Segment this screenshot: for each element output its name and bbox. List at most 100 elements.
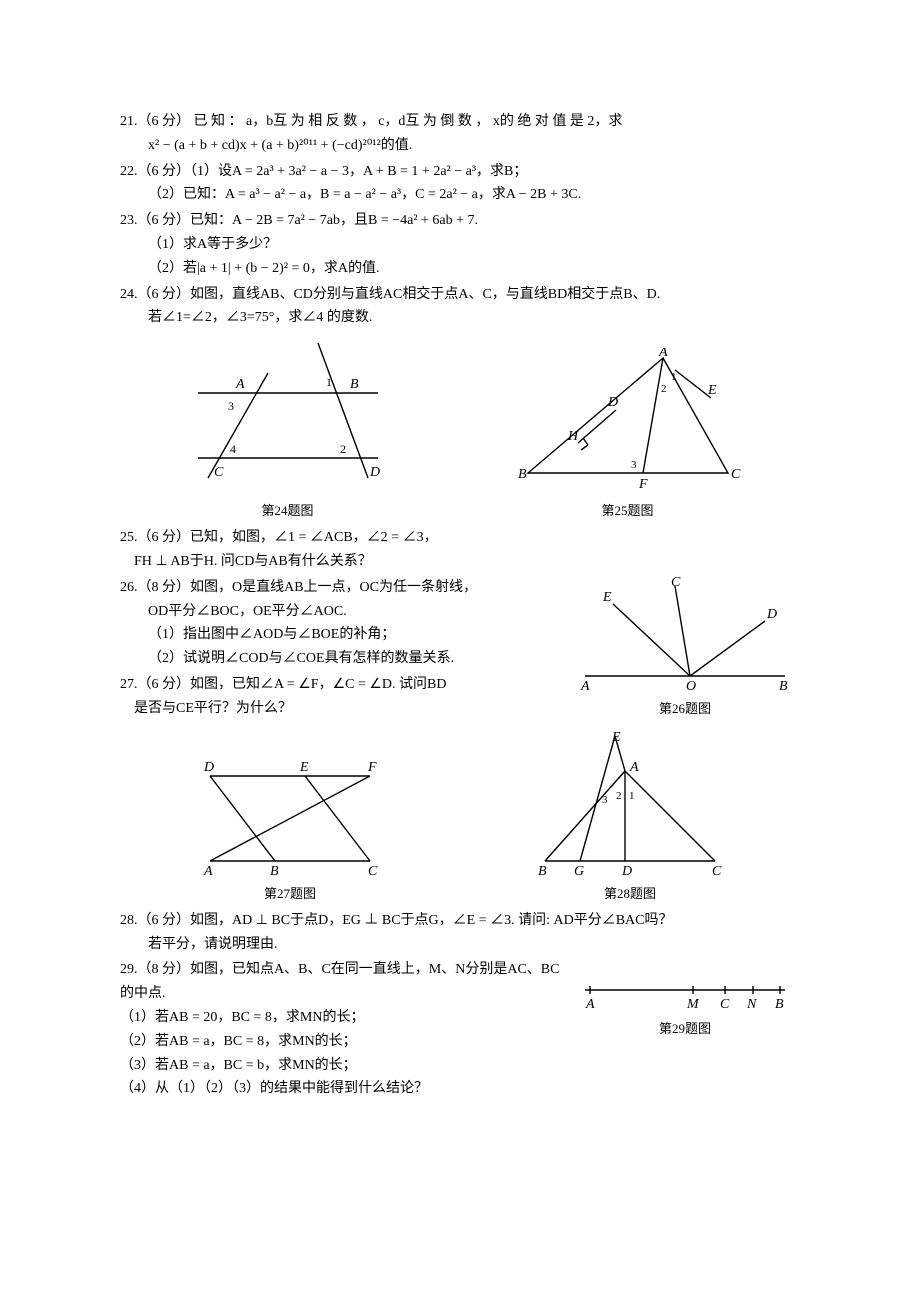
svg-text:2: 2	[340, 442, 346, 456]
svg-text:3: 3	[228, 399, 234, 413]
svg-text:B: B	[350, 377, 359, 392]
svg-text:B: B	[538, 864, 547, 879]
svg-text:E: E	[299, 760, 309, 775]
svg-text:C: C	[731, 467, 741, 482]
question-21: 21.（6 分） 已 知 ： a，b互 为 相 反 数 ， c，d互 为 倒 数…	[120, 110, 800, 158]
question-27: 27.（6 分）如图，已知∠A = ∠F，∠C = ∠D. 试问BD 是否与CE…	[120, 673, 560, 721]
q27-line2: 是否与CE平行？为什么？	[120, 697, 560, 721]
q29-line5: （4）从（1）（2）（3）的结果中能得到什么结论？	[120, 1077, 560, 1101]
figure-24-caption: 第24题图	[261, 500, 313, 522]
figure-25-col: A B C D E F H 1 2 3 第25题图	[513, 348, 743, 522]
svg-text:G: G	[574, 864, 584, 879]
figure-29-col: A M C N B 第29题图	[570, 976, 800, 1101]
figure-26-col: A B C D E O 第26题图	[570, 576, 800, 723]
svg-text:N: N	[746, 997, 757, 1012]
question-22: 22.（6 分）（1）设A = 2a³ + 3a² − a − 3，A + B …	[120, 160, 800, 208]
q29-line1: 29.（8 分）如图，已知点A、B、C在同一直线上，M、N分别是AC、BC的中点…	[120, 958, 560, 1006]
figure-24-col: A B C D 1 2 3 4 第24题图	[178, 338, 398, 522]
q26-line3: （1）指出图中∠AOD与∠BOE的补角；	[120, 623, 560, 647]
figure-row-27-28: D E F A B C 第27题图	[120, 731, 800, 905]
figure-29-svg: A M C N B	[575, 976, 795, 1016]
svg-text:F: F	[638, 477, 648, 492]
figure-26-svg: A B C D E O	[575, 576, 795, 696]
svg-text:D: D	[369, 465, 380, 480]
svg-text:3: 3	[602, 794, 608, 806]
q22-line1: 22.（6 分）（1）设A = 2a³ + 3a² − a − 3，A + B …	[120, 160, 800, 184]
svg-text:D: D	[621, 864, 632, 879]
svg-text:A: A	[235, 377, 245, 392]
question-23: 23.（6 分）已知：A − 2B = 7a² − 7ab，且B = −4a² …	[120, 209, 800, 280]
q27-line1: 27.（6 分）如图，已知∠A = ∠F，∠C = ∠D. 试问BD	[120, 673, 560, 697]
q28-line2: 若平分，请说明理由.	[120, 933, 800, 957]
svg-text:A: A	[203, 864, 213, 879]
q21-line1: 21.（6 分） 已 知 ： a，b互 为 相 反 数 ， c，d互 为 倒 数…	[120, 110, 800, 134]
figure-25-caption: 第25题图	[601, 500, 653, 522]
figure-27-caption: 第27题图	[264, 883, 316, 905]
svg-text:A: A	[585, 997, 595, 1012]
svg-text:C: C	[671, 576, 681, 590]
q25-line2: FH ⊥ AB于H. 问CD与AB有什么关系？	[120, 550, 800, 574]
svg-text:1: 1	[671, 371, 677, 383]
svg-text:A: A	[658, 348, 668, 360]
figure-26-caption: 第26题图	[659, 698, 711, 720]
svg-text:O: O	[686, 679, 696, 694]
q22-line2: （2）已知：A = a³ − a² − a，B = a − a² − a³，C …	[120, 183, 800, 207]
q25-line1: 25.（6 分）已知，如图，∠1 = ∠ACB，∠2 = ∠3，	[120, 526, 800, 550]
q29-text: 29.（8 分）如图，已知点A、B、C在同一直线上，M、N分别是AC、BC的中点…	[120, 958, 560, 1101]
question-26: 26.（8 分）如图，O是直线AB上一点，OC为任一条射线， OD平分∠BOC，…	[120, 576, 560, 671]
figure-29-caption: 第29题图	[659, 1018, 711, 1040]
svg-text:C: C	[214, 465, 224, 480]
q24-line1: 24.（6 分）如图，直线AB、CD分别与直线AC相交于点A、C，与直线BD相交…	[120, 283, 800, 307]
svg-text:C: C	[368, 864, 378, 879]
svg-text:E: E	[602, 590, 612, 605]
q28-line1: 28.（6 分）如图，AD ⊥ BC于点D，EG ⊥ BC于点G，∠E = ∠3…	[120, 909, 800, 933]
svg-text:B: B	[775, 997, 784, 1012]
q23-line2: （1）求A等于多少？	[120, 233, 800, 257]
q26-line4: （2）试说明∠COD与∠COE具有怎样的数量关系.	[120, 647, 560, 671]
svg-text:B: B	[779, 679, 788, 694]
q26-line2: OD平分∠BOC，OE平分∠AOC.	[120, 600, 560, 624]
question-24: 24.（6 分）如图，直线AB、CD分别与直线AC相交于点A、C，与直线BD相交…	[120, 283, 800, 331]
svg-text:B: B	[270, 864, 279, 879]
figure-28-col: A B C D E G 1 2 3 第28题图	[530, 731, 730, 905]
svg-text:C: C	[720, 997, 730, 1012]
svg-text:M: M	[686, 997, 700, 1012]
svg-text:D: D	[607, 395, 618, 410]
q29-line3: （2）若AB = a，BC = 8，求MN的长；	[120, 1030, 560, 1054]
q23-line3: （2）若|a + 1| + (b − 2)² = 0，求A的值.	[120, 257, 800, 281]
svg-text:E: E	[611, 731, 621, 745]
figure-27-svg: D E F A B C	[190, 751, 390, 881]
question-28: 28.（6 分）如图，AD ⊥ BC于点D，EG ⊥ BC于点G，∠E = ∠3…	[120, 909, 800, 957]
q26-27-row: 26.（8 分）如图，O是直线AB上一点，OC为任一条射线， OD平分∠BOC，…	[120, 576, 800, 723]
figure-28-svg: A B C D E G 1 2 3	[530, 731, 730, 881]
figure-25-svg: A B C D E F H 1 2 3	[513, 348, 743, 498]
figure-24-svg: A B C D 1 2 3 4	[178, 338, 398, 498]
svg-text:1: 1	[629, 790, 635, 802]
svg-text:2: 2	[661, 383, 667, 395]
svg-text:H: H	[567, 429, 579, 444]
svg-text:A: A	[629, 760, 639, 775]
q26-line1: 26.（8 分）如图，O是直线AB上一点，OC为任一条射线，	[120, 576, 560, 600]
exam-page: 21.（6 分） 已 知 ： a，b互 为 相 反 数 ， c，d互 为 倒 数…	[0, 0, 920, 1161]
figure-row-24-25: A B C D 1 2 3 4 第24题图	[120, 338, 800, 522]
svg-text:C: C	[712, 864, 722, 879]
svg-text:B: B	[518, 467, 527, 482]
svg-text:D: D	[203, 760, 214, 775]
q29-line4: （3）若AB = a，BC = b，求MN的长；	[120, 1054, 560, 1078]
svg-text:3: 3	[631, 459, 637, 471]
svg-text:F: F	[367, 760, 377, 775]
q29-line2: （1）若AB = 20，BC = 8，求MN的长；	[120, 1006, 560, 1030]
question-25: 25.（6 分）已知，如图，∠1 = ∠ACB，∠2 = ∠3， FH ⊥ AB…	[120, 526, 800, 574]
svg-text:D: D	[766, 607, 777, 622]
q29-row: 29.（8 分）如图，已知点A、B、C在同一直线上，M、N分别是AC、BC的中点…	[120, 958, 800, 1101]
q26-27-text: 26.（8 分）如图，O是直线AB上一点，OC为任一条射线， OD平分∠BOC，…	[120, 576, 560, 723]
q21-line2: x² − (a + b + cd)x + (a + b)²⁰¹¹ + (−cd)…	[120, 134, 800, 158]
svg-text:E: E	[707, 383, 717, 398]
svg-text:4: 4	[230, 442, 236, 456]
q23-line1: 23.（6 分）已知：A − 2B = 7a² − 7ab，且B = −4a² …	[120, 209, 800, 233]
svg-text:2: 2	[616, 790, 622, 802]
figure-27-col: D E F A B C 第27题图	[190, 751, 390, 905]
q24-line2: 若∠1=∠2，∠3=75°，求∠4 的度数.	[120, 306, 800, 330]
svg-text:A: A	[580, 679, 590, 694]
figure-28-caption: 第28题图	[604, 883, 656, 905]
